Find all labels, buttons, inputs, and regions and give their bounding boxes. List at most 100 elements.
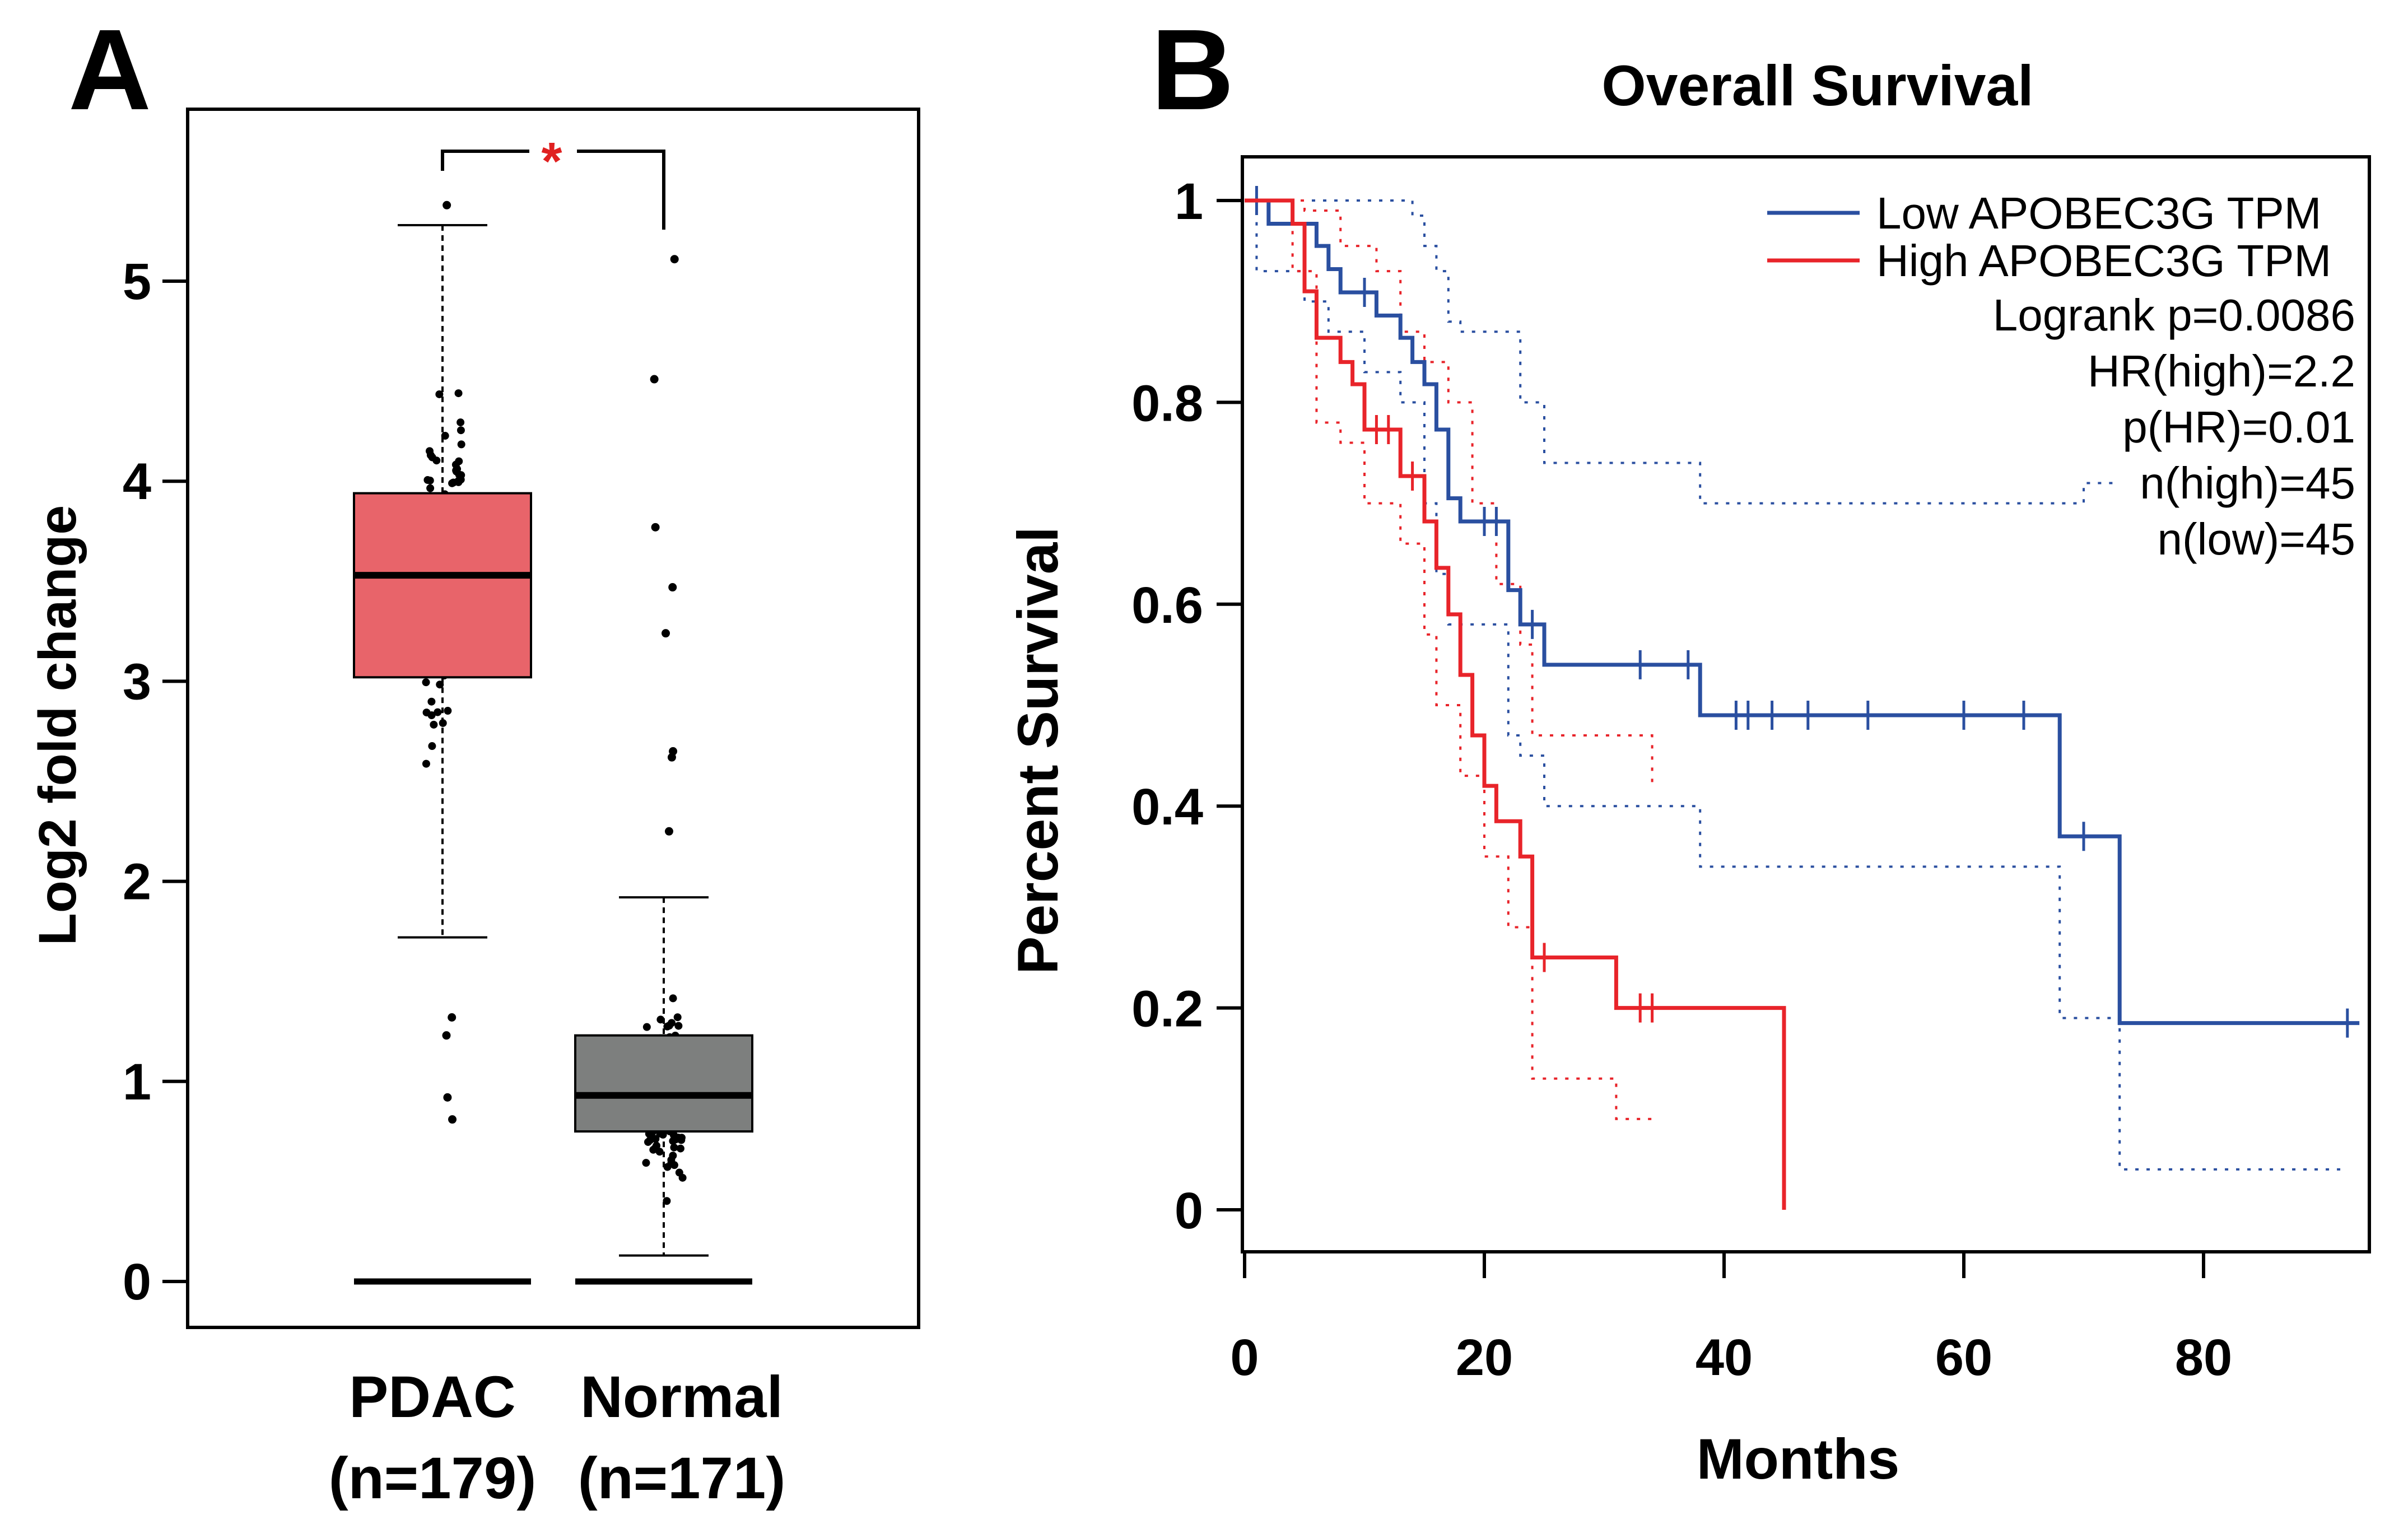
group-n-pdac: (n=179) <box>329 1446 537 1511</box>
data-point <box>435 390 444 398</box>
x-tick-label: 40 <box>1696 1329 1753 1386</box>
panel-b-title: Overall Survival <box>1601 54 2033 118</box>
data-point <box>457 418 465 427</box>
outlier-point <box>443 1093 452 1102</box>
ci-lower-low <box>1245 199 2348 1171</box>
stat-p-hr: p(HR)=0.01 <box>2122 402 2355 452</box>
y-tick-label: 0.8 <box>1131 375 1203 432</box>
panel-b-letter: B <box>1151 6 1234 134</box>
data-point <box>670 1132 678 1140</box>
legend-low-label: Low APOBEC3G TPM <box>1876 188 2321 238</box>
y-tick-label: 4 <box>123 453 151 510</box>
outlier-point <box>651 523 660 532</box>
y-tick-label: 5 <box>123 253 151 310</box>
group-n-normal: (n=171) <box>578 1446 786 1511</box>
outlier-point <box>443 201 451 209</box>
y-tick-label: 0 <box>1175 1182 1203 1239</box>
box-pdac <box>353 492 532 679</box>
outlier-point <box>448 1013 457 1022</box>
data-point <box>669 994 677 1003</box>
data-point <box>434 708 442 716</box>
panel-a-y-axis: 0 1 2 3 4 5 <box>123 253 188 1311</box>
panel-b-frame <box>1241 155 2371 1253</box>
data-point <box>457 440 465 449</box>
significance-star-gap <box>529 143 577 160</box>
data-point <box>448 479 457 487</box>
survival-curve-low <box>1245 198 2360 1026</box>
survival-curve-high <box>1245 198 1786 1210</box>
data-point <box>427 711 436 720</box>
legend: Low APOBEC3G TPM High APOBEC3G TPM Logra… <box>1767 188 2355 564</box>
y-tick-label: 1 <box>123 1054 151 1111</box>
outlier-point <box>650 375 659 384</box>
data-point <box>457 426 465 435</box>
box-normal <box>574 1034 753 1133</box>
data-point <box>663 1163 672 1171</box>
panel-a-frame <box>186 108 920 1329</box>
y-tick-label: 1 <box>1175 173 1203 230</box>
x-tick-label: 60 <box>1935 1329 1992 1386</box>
data-point <box>426 484 435 492</box>
legend-high-label: High APOBEC3G TPM <box>1876 236 2331 286</box>
outlier-point <box>448 1115 457 1124</box>
data-point <box>428 742 436 751</box>
survival-curves <box>1245 186 2360 1210</box>
ci-lower-high <box>1245 199 1652 1120</box>
data-point <box>676 1144 684 1153</box>
y-tick-label: 3 <box>123 653 151 710</box>
data-point <box>444 707 452 715</box>
data-point <box>455 457 463 465</box>
y-tick-label: 0.6 <box>1131 577 1203 634</box>
stat-n-high: n(high)=45 <box>2140 458 2355 508</box>
confidence-bands <box>1245 199 2348 1171</box>
outlier-point <box>664 827 673 836</box>
panel-b-axes: 0 0.2 0.4 0.6 0.8 1 0 20 40 60 80 <box>1131 173 2232 1386</box>
panel-a-x-labels: PDAC (n=179) Normal (n=171) <box>329 1364 786 1511</box>
data-point <box>670 1143 678 1152</box>
outlier-point <box>668 583 677 592</box>
panel-a-ylabel: Log2 fold change <box>28 505 87 945</box>
data-point <box>642 1159 650 1167</box>
data-point <box>430 720 438 729</box>
y-tick-label: 0 <box>123 1253 151 1311</box>
data-point <box>642 1023 651 1031</box>
x-tick-label: 20 <box>1456 1329 1513 1386</box>
x-tick-label: 80 <box>2175 1329 2232 1386</box>
data-point <box>455 470 463 479</box>
outlier-point <box>670 255 679 264</box>
data-point <box>649 1145 658 1154</box>
stat-logrank: Logrank p=0.0086 <box>1993 290 2355 340</box>
data-point <box>665 1022 673 1030</box>
data-point <box>422 759 430 768</box>
panel-b-xlabel: Months <box>1697 1427 1900 1491</box>
data-point <box>656 1015 665 1024</box>
data-point <box>674 1022 683 1030</box>
stat-hr: HR(high)=2.2 <box>2088 346 2355 396</box>
outlier-point <box>669 747 678 756</box>
data-point <box>454 389 463 398</box>
data-point <box>425 447 434 455</box>
group-label-normal: Normal <box>580 1364 783 1430</box>
group-label-pdac: PDAC <box>349 1364 516 1430</box>
significance-star: * <box>542 132 562 191</box>
data-point <box>648 1133 656 1141</box>
panel-b: B Overall Survival Percent Survival Mont… <box>1006 6 2371 1491</box>
panel-a: A Log2 fold change 0 1 2 3 4 5 * PDAC (n=179)… <box>28 6 920 1511</box>
data-point <box>678 1173 687 1182</box>
y-tick-label: 0.4 <box>1131 779 1203 836</box>
outlier-point <box>662 629 670 638</box>
data-point <box>428 453 436 462</box>
significance-bracket: * <box>441 132 665 230</box>
y-tick-label: 2 <box>123 854 151 911</box>
y-tick-label: 0.2 <box>1131 981 1203 1038</box>
panel-a-boxes <box>353 223 753 1285</box>
outlier-point <box>442 1031 451 1040</box>
data-point <box>422 678 430 687</box>
data-point <box>426 476 434 484</box>
data-point <box>427 697 436 706</box>
panel-a-letter: A <box>68 6 151 134</box>
panel-b-ylabel: Percent Survival <box>1006 526 1070 974</box>
stat-n-low: n(low)=45 <box>2157 514 2355 564</box>
data-point <box>669 1152 677 1160</box>
